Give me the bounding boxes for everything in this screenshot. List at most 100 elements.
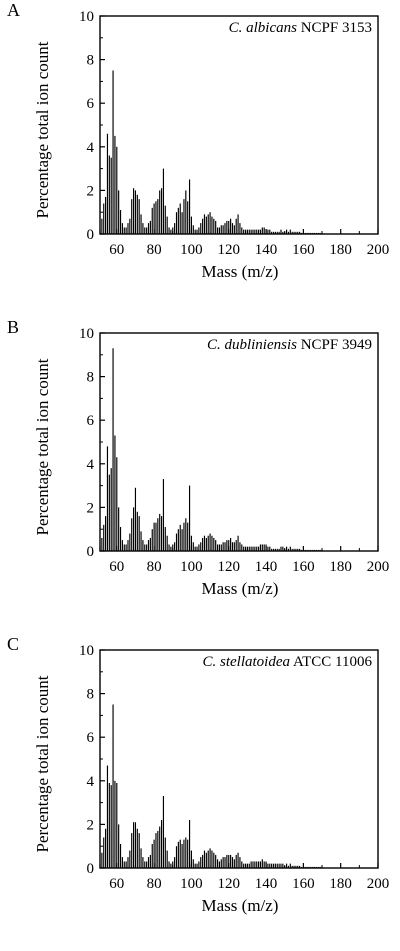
bar — [136, 828, 138, 868]
bar — [278, 231, 280, 234]
bar — [159, 190, 161, 234]
bar — [118, 507, 120, 551]
x-tick-label: 100 — [180, 559, 203, 575]
bar — [254, 229, 256, 234]
bar — [149, 220, 151, 234]
bar — [261, 544, 263, 551]
bar — [127, 223, 129, 234]
bar — [179, 839, 181, 868]
bar — [202, 218, 204, 234]
bar — [134, 822, 137, 868]
strain-name: ATCC 11006 — [292, 654, 372, 670]
bar — [190, 216, 192, 234]
bar — [230, 218, 232, 234]
bar — [140, 848, 142, 868]
bar — [259, 229, 262, 234]
bar — [287, 865, 290, 868]
bar — [239, 857, 241, 868]
bar — [244, 863, 247, 868]
bar — [172, 227, 174, 234]
bar — [207, 214, 209, 234]
x-tick-label: 60 — [109, 242, 124, 258]
bar — [194, 863, 196, 868]
bar — [287, 231, 290, 234]
x-tick-label: 60 — [109, 876, 124, 892]
bar — [211, 535, 213, 551]
bar — [297, 548, 299, 551]
bar — [222, 542, 224, 551]
bar — [155, 201, 157, 234]
bar — [256, 229, 258, 234]
x-tick-label: 200 — [367, 242, 390, 258]
bar — [239, 223, 241, 234]
y-tick-label: 8 — [87, 687, 95, 703]
bar — [215, 854, 217, 868]
bar — [164, 837, 166, 868]
bar — [254, 861, 256, 868]
x-axis-label: Mass (m/z) — [201, 579, 279, 598]
bar — [271, 548, 273, 551]
bar — [207, 850, 209, 868]
bar — [291, 548, 293, 551]
bar — [218, 544, 220, 551]
x-tick-label: 140 — [255, 559, 278, 575]
bar — [205, 216, 207, 234]
bar — [269, 229, 271, 234]
bar — [159, 826, 161, 868]
bar — [116, 146, 118, 234]
bar — [138, 833, 140, 868]
bar — [289, 229, 291, 234]
y-tick-label: 4 — [87, 140, 95, 156]
bar — [138, 199, 140, 234]
bar — [231, 223, 234, 234]
bar — [216, 544, 219, 551]
y-tick-label: 2 — [87, 183, 95, 199]
bar — [271, 863, 273, 868]
bar — [200, 857, 202, 868]
bar — [159, 513, 161, 551]
x-axis-label: Mass (m/z) — [201, 896, 279, 915]
bar — [192, 225, 194, 234]
x-tick-label: 80 — [147, 559, 162, 575]
bar — [116, 782, 118, 868]
bar — [196, 546, 198, 551]
bar — [103, 524, 105, 551]
bar — [239, 542, 241, 551]
bar — [110, 157, 112, 234]
bar — [105, 516, 107, 551]
bar — [101, 537, 103, 551]
species-name: C. albicans — [228, 20, 297, 36]
x-tick-label: 140 — [255, 242, 278, 258]
bar — [103, 203, 105, 234]
bar — [185, 190, 187, 234]
bar — [188, 820, 191, 868]
bar — [261, 859, 263, 868]
bar — [129, 218, 131, 234]
bar — [153, 203, 155, 234]
x-tick-label: 180 — [329, 876, 352, 892]
bar — [250, 861, 252, 868]
bar — [105, 196, 107, 234]
bar — [144, 861, 146, 868]
bar — [166, 850, 168, 868]
bar — [218, 861, 220, 868]
bar — [272, 863, 275, 868]
bar — [151, 207, 153, 234]
bar — [278, 863, 280, 868]
y-axis-label: Percentage total ion count — [33, 675, 52, 853]
bar — [276, 231, 278, 234]
bar — [183, 522, 185, 551]
bar — [108, 474, 110, 551]
bar — [203, 535, 206, 551]
bar — [241, 227, 243, 234]
bar — [157, 518, 159, 551]
bar — [112, 70, 114, 234]
bar — [254, 546, 256, 551]
bar — [187, 839, 189, 868]
bar — [170, 863, 172, 868]
bar — [209, 848, 211, 868]
bar — [151, 844, 153, 868]
bar — [248, 229, 250, 234]
bar — [198, 227, 200, 234]
bar — [213, 852, 215, 868]
